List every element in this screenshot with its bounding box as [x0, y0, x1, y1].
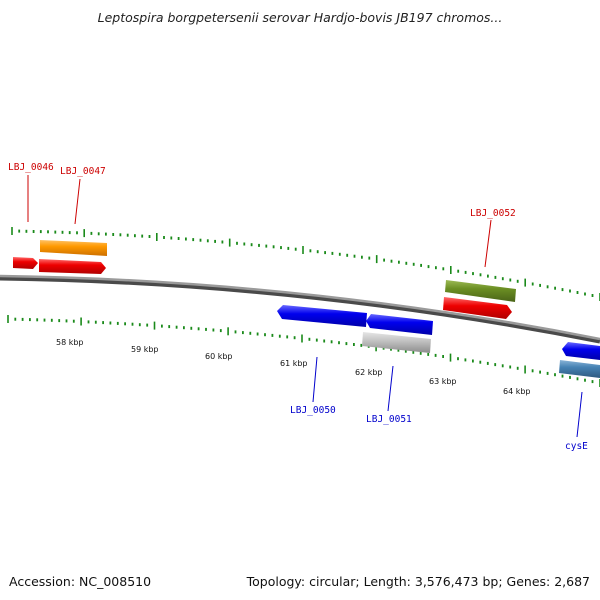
backbone: [0, 274, 600, 341]
scale-label-63kbp: 63 kbp: [429, 377, 457, 386]
accession-text: Accession: NC_008510: [9, 574, 152, 589]
label-leaders: [27, 175, 583, 438]
feature-steelblue[interactable]: [559, 360, 600, 378]
scale-label-60kbp: 60 kbp: [205, 352, 233, 361]
feature-olive[interactable]: [445, 280, 516, 302]
scale-label-62kbp: 62 kbp: [355, 368, 383, 377]
gene-LBJ_0046[interactable]: [13, 257, 38, 269]
topology-summary-text: Topology: circular; Length: 3,576,473 bp…: [246, 574, 590, 589]
leader-LBJ_0051: [387, 365, 394, 412]
feature-orange[interactable]: [40, 240, 107, 256]
reverse-strand-features: [277, 305, 600, 378]
scale-label-64kbp: 64 kbp: [503, 387, 531, 396]
gene-LBJ_0050-part2[interactable]: [366, 314, 433, 335]
label-LBJ_0050[interactable]: LBJ_0050: [290, 405, 336, 416]
scale-label-61kbp: 61 kbp: [280, 359, 308, 368]
scale-label-58kbp: 58 kbp: [56, 338, 84, 347]
label-LBJ_0046[interactable]: LBJ_0046: [8, 162, 54, 173]
label-LBJ_0047[interactable]: LBJ_0047: [60, 166, 106, 177]
forward-strand-features: [13, 240, 516, 319]
outer-tick-row: [11, 227, 600, 301]
leader-cysE: [576, 391, 583, 438]
gene-cysE[interactable]: [562, 342, 600, 360]
leader-LBJ_0052: [484, 219, 492, 268]
gene-LBJ_0052[interactable]: [443, 297, 512, 319]
gene-labels: LBJ_0046 LBJ_0047 LBJ_0052 LBJ_0050 LBJ_…: [8, 162, 588, 452]
label-LBJ_0052[interactable]: LBJ_0052: [470, 208, 516, 219]
scale-label-59kbp: 59 kbp: [131, 345, 159, 354]
feature-grey[interactable]: [362, 332, 431, 353]
scale-labels: 58 kbp 59 kbp 60 kbp 61 kbp 62 kbp 63 kb…: [56, 338, 531, 396]
backbone-shadow: [0, 275, 600, 344]
map-title: Leptospira borgpetersenii serovar Hardjo…: [97, 10, 503, 25]
label-cysE[interactable]: cysE: [565, 441, 588, 452]
gene-LBJ_0047[interactable]: [39, 259, 106, 274]
leader-LBJ_0047: [74, 178, 81, 225]
gene-LBJ_0050[interactable]: [277, 305, 367, 327]
label-LBJ_0051[interactable]: LBJ_0051: [366, 414, 412, 425]
leader-LBJ_0050: [312, 356, 318, 403]
